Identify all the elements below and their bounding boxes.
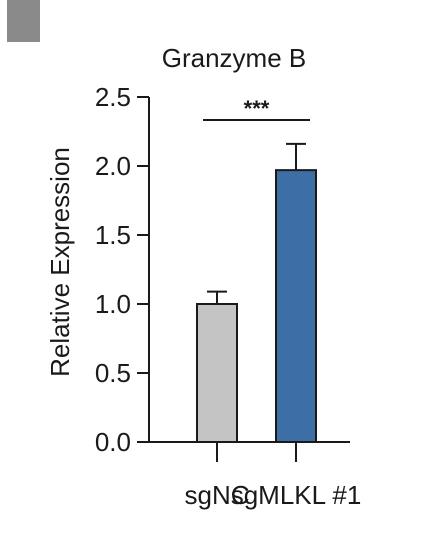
significance-label: *** <box>244 96 270 121</box>
bar <box>196 303 238 443</box>
x-tick-label: sgNC <box>184 480 249 510</box>
chart-title: Granzyme B <box>162 43 307 73</box>
y-tick-label: 2.5 <box>95 82 131 112</box>
y-tick-label: 1.0 <box>95 289 131 319</box>
y-tick-label: 0.5 <box>95 358 131 388</box>
y-tick-label: 0.0 <box>95 427 131 457</box>
panel-label-block <box>7 0 40 42</box>
y-axis-label: Relative Expression <box>45 147 75 377</box>
y-tick-label: 1.5 <box>95 220 131 250</box>
y-tick-label: 2.0 <box>95 151 131 181</box>
bar <box>275 169 317 443</box>
x-tick-label: sgMLKL #1 <box>231 480 362 510</box>
